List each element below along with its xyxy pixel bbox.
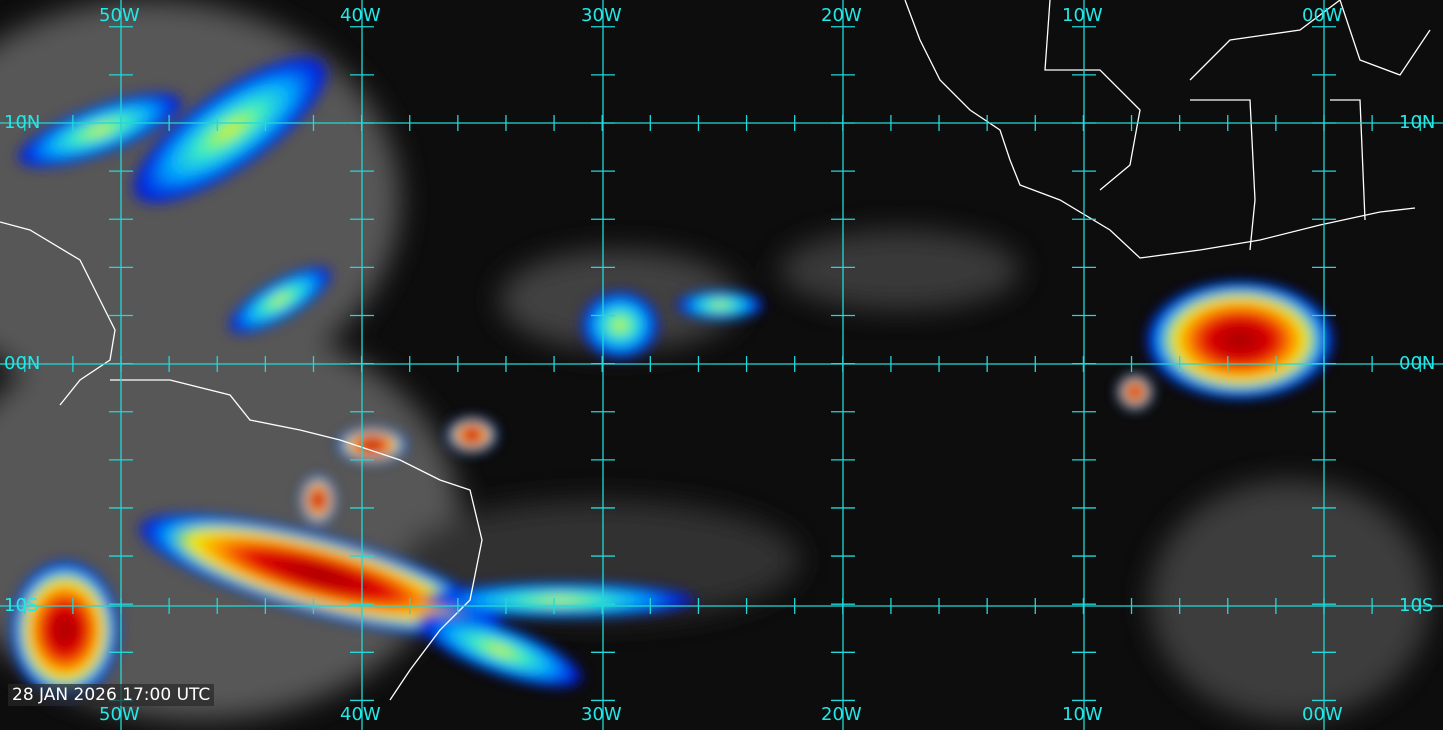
lon-label-bottom: 10W <box>1062 704 1103 725</box>
lon-label-top: 30W <box>581 5 622 26</box>
coastlines <box>0 0 1431 701</box>
lat-label-right: 10N <box>1399 112 1436 133</box>
lon-label-bottom: 30W <box>581 704 622 725</box>
lat-label-right: 10S <box>1399 595 1434 616</box>
lon-label-top: 20W <box>821 5 862 26</box>
timestamp: 28 JAN 2026 17:00 UTC <box>8 684 215 706</box>
lon-label-top: 50W <box>99 5 140 26</box>
lon-label-bottom: 40W <box>340 704 381 725</box>
lon-label-top: 10W <box>1062 5 1103 26</box>
lon-label-bottom: 50W <box>99 704 140 725</box>
lon-label-top: 40W <box>340 5 381 26</box>
lon-label-bottom: 00W <box>1302 704 1343 725</box>
lat-label-left: 10N <box>4 112 41 133</box>
lon-label-bottom: 20W <box>821 704 862 725</box>
lat-label-left: 10S <box>4 595 39 616</box>
lat-label-left: 00N <box>4 353 41 374</box>
lat-label-right: 00N <box>1399 353 1436 374</box>
convection <box>10 53 1335 700</box>
lon-label-top: 00W <box>1302 5 1343 26</box>
